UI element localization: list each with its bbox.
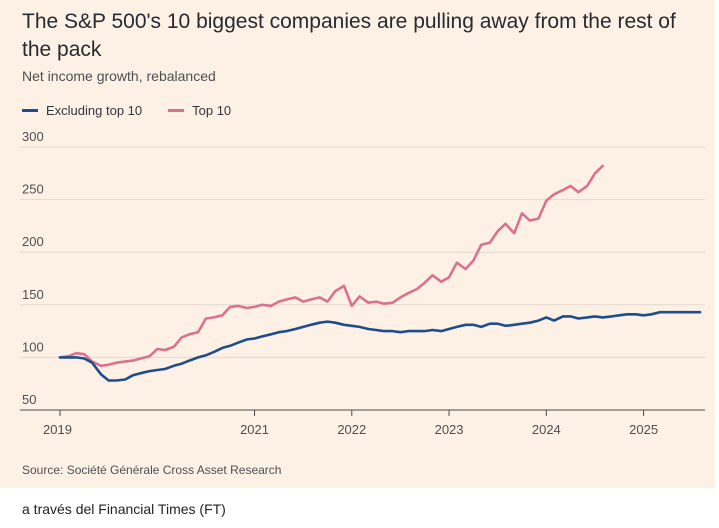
legend-label-top10: Top 10	[192, 102, 232, 118]
chart-subtitle: Net income growth, rebalanced	[22, 68, 216, 84]
series-line-excluding-top-10	[58, 310, 702, 382]
legend-item-excluding-top10: Excluding top 10	[22, 103, 142, 118]
x-tick-label-2024: 2024	[532, 422, 561, 437]
legend-swatch-top10	[168, 108, 185, 112]
y-tick-label-300: 300	[22, 129, 44, 144]
x-tick-label-2022: 2022	[337, 422, 366, 437]
y-tick-label-50: 50	[22, 392, 36, 407]
x-tick-label-2021: 2021	[240, 422, 269, 437]
legend: Excluding top 10 Top 10	[22, 100, 257, 120]
caption-text: a través del Financial Times (FT)	[22, 501, 226, 517]
legend-item-top10: Top 10	[168, 103, 231, 118]
x-tick-label-2023: 2023	[435, 422, 464, 437]
x-axis-ticks: 2019 2021 2022 2023 2024 2025	[43, 410, 658, 437]
grid-lines	[20, 146, 705, 411]
source-note: Source: Société Générale Cross Asset Res…	[22, 463, 282, 477]
legend-label-excluding-top10: Excluding top 10	[46, 102, 143, 118]
y-axis-ticks: 50 100 150 200 250 300	[22, 129, 44, 407]
y-tick-label-100: 100	[22, 339, 44, 354]
y-tick-label-250: 250	[22, 182, 44, 197]
x-tick-label-2019: 2019	[43, 422, 72, 437]
series-lines	[58, 164, 702, 382]
y-tick-label-200: 200	[22, 234, 44, 249]
chart-title: The S&P 500's 10 biggest companies are p…	[22, 10, 676, 61]
series-line-top-10	[58, 164, 604, 368]
chart-card: The S&P 500's 10 biggest companies are p…	[0, 0, 715, 488]
y-tick-label-150: 150	[22, 287, 44, 302]
x-tick-label-2025: 2025	[629, 422, 658, 437]
legend-swatch-excluding-top10	[22, 108, 38, 112]
